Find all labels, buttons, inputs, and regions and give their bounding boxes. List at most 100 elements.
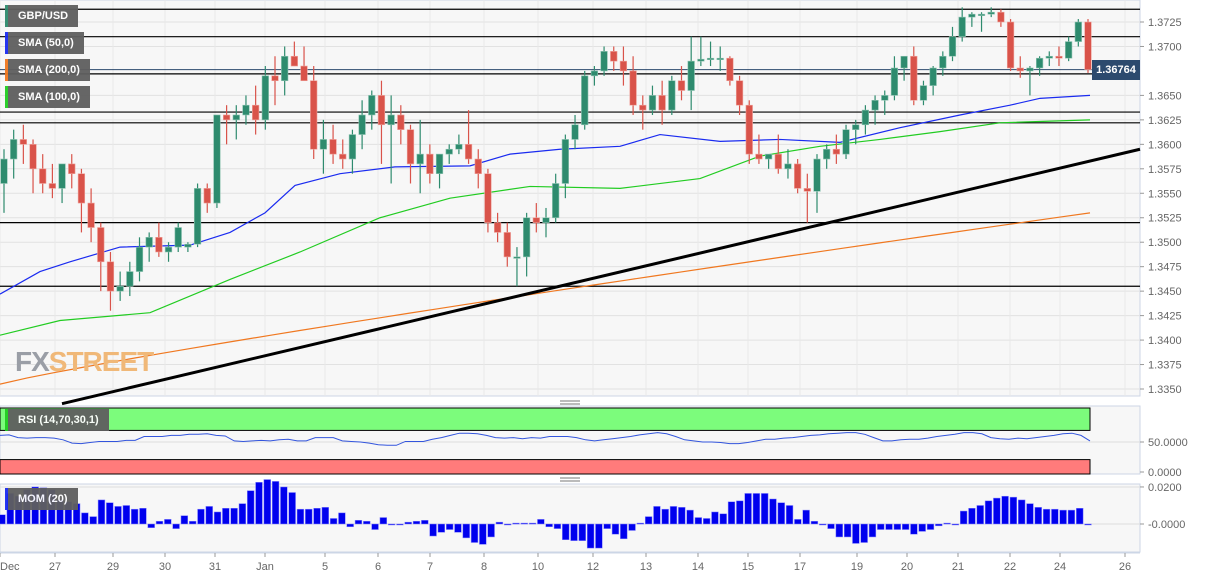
mom-bar[interactable] [1042, 508, 1051, 525]
mom-bar[interactable] [910, 523, 918, 535]
candle[interactable] [532, 203, 540, 233]
mom-bar[interactable] [271, 481, 280, 525]
candle[interactable] [474, 149, 482, 189]
candle[interactable] [494, 212, 502, 243]
candle[interactable] [445, 144, 453, 164]
candle[interactable] [484, 168, 492, 233]
candle[interactable] [571, 114, 579, 150]
candle[interactable] [668, 75, 676, 115]
mom-bar[interactable] [819, 523, 827, 526]
mom-bar[interactable] [628, 523, 636, 531]
mom-bar[interactable] [213, 511, 222, 525]
candle[interactable] [852, 119, 860, 145]
mom-bar[interactable] [611, 523, 620, 535]
mom-bar[interactable] [387, 523, 396, 526]
instrument-legend[interactable]: GBP/USD [5, 5, 79, 27]
candle[interactable] [1016, 56, 1024, 78]
mom-bar[interactable] [827, 523, 835, 529]
mom-bar[interactable] [959, 510, 968, 525]
candle[interactable] [145, 232, 153, 262]
mom-bar[interactable] [180, 515, 189, 525]
mom-bar[interactable] [678, 507, 686, 525]
mom-bar[interactable] [835, 523, 843, 538]
candle[interactable] [68, 154, 76, 189]
mom-bar[interactable] [719, 513, 727, 525]
candle[interactable] [1084, 19, 1092, 73]
mom-bar[interactable] [255, 482, 263, 525]
candle[interactable] [0, 149, 8, 213]
candle[interactable] [397, 105, 405, 145]
candle[interactable] [319, 119, 327, 174]
mom-bar[interactable] [346, 523, 354, 528]
mom-bar[interactable] [296, 508, 305, 525]
candle[interactable] [803, 173, 811, 223]
mom-bar[interactable] [421, 520, 429, 525]
mom-bar[interactable] [313, 508, 321, 525]
candle[interactable] [223, 105, 231, 145]
mom-bar[interactable] [329, 518, 338, 525]
candle[interactable] [184, 242, 192, 252]
candle[interactable] [1006, 19, 1015, 71]
candle[interactable] [426, 144, 434, 184]
candle[interactable] [232, 105, 240, 140]
candle[interactable] [348, 129, 357, 174]
sma-50-line[interactable] [0, 94, 1091, 295]
candle[interactable] [203, 183, 211, 213]
mom-bar[interactable] [661, 508, 669, 525]
candle[interactable] [977, 12, 986, 32]
mom-bar[interactable] [238, 503, 247, 525]
candle[interactable] [1074, 19, 1082, 47]
legend-sma-100[interactable]: SMA (100,0) [5, 86, 90, 108]
mom-bar[interactable] [993, 497, 1001, 525]
candle[interactable] [48, 163, 56, 199]
candle[interactable] [1026, 66, 1034, 96]
candle[interactable] [1045, 51, 1053, 67]
candle[interactable] [765, 153, 773, 169]
mom-bar[interactable] [918, 523, 926, 532]
mom-bar[interactable] [106, 502, 114, 525]
mom-bar[interactable] [0, 514, 6, 525]
mom-bar[interactable] [1009, 496, 1018, 525]
mom-bar[interactable] [338, 512, 346, 525]
mom-bar[interactable] [280, 486, 288, 525]
candle[interactable] [135, 237, 144, 282]
mom-bar[interactable] [1051, 508, 1059, 525]
mom-bar[interactable] [537, 519, 545, 525]
candle[interactable] [842, 124, 850, 160]
candle[interactable] [948, 26, 957, 62]
mom-bar[interactable] [877, 523, 885, 530]
candle[interactable] [281, 46, 289, 96]
mom-bar[interactable] [139, 508, 147, 525]
mom-bar[interactable] [893, 523, 901, 530]
mom-bar[interactable] [122, 505, 131, 525]
mom-bar[interactable] [114, 506, 122, 525]
mom-bar[interactable] [379, 517, 387, 525]
candle[interactable] [116, 271, 124, 301]
mom-bar[interactable] [562, 523, 570, 540]
candle[interactable] [706, 41, 715, 67]
candle[interactable] [213, 114, 221, 208]
rsi-line[interactable] [0, 432, 1091, 446]
mom-bar[interactable] [155, 520, 164, 525]
mom-bar[interactable] [321, 507, 329, 525]
candle[interactable] [435, 153, 444, 189]
mom-bar[interactable] [1067, 509, 1076, 525]
candle[interactable] [745, 100, 753, 164]
mom-bar[interactable] [744, 493, 752, 525]
candle[interactable] [155, 222, 163, 257]
candle[interactable] [832, 134, 840, 164]
mom-bar[interactable] [197, 508, 205, 525]
mom-bar[interactable] [130, 508, 139, 525]
candle[interactable] [300, 46, 308, 82]
mom-bar[interactable] [470, 523, 479, 543]
mom-bar[interactable] [164, 519, 172, 525]
mom-bar[interactable] [504, 523, 512, 526]
mom-bar[interactable] [727, 501, 736, 525]
candle[interactable] [358, 100, 366, 150]
mom-bar[interactable] [926, 523, 935, 530]
candle[interactable] [1036, 56, 1044, 76]
mom-bar[interactable] [802, 509, 810, 525]
candle[interactable] [929, 66, 937, 96]
mom-bar[interactable] [1001, 495, 1009, 525]
mom-bar[interactable] [479, 523, 487, 545]
